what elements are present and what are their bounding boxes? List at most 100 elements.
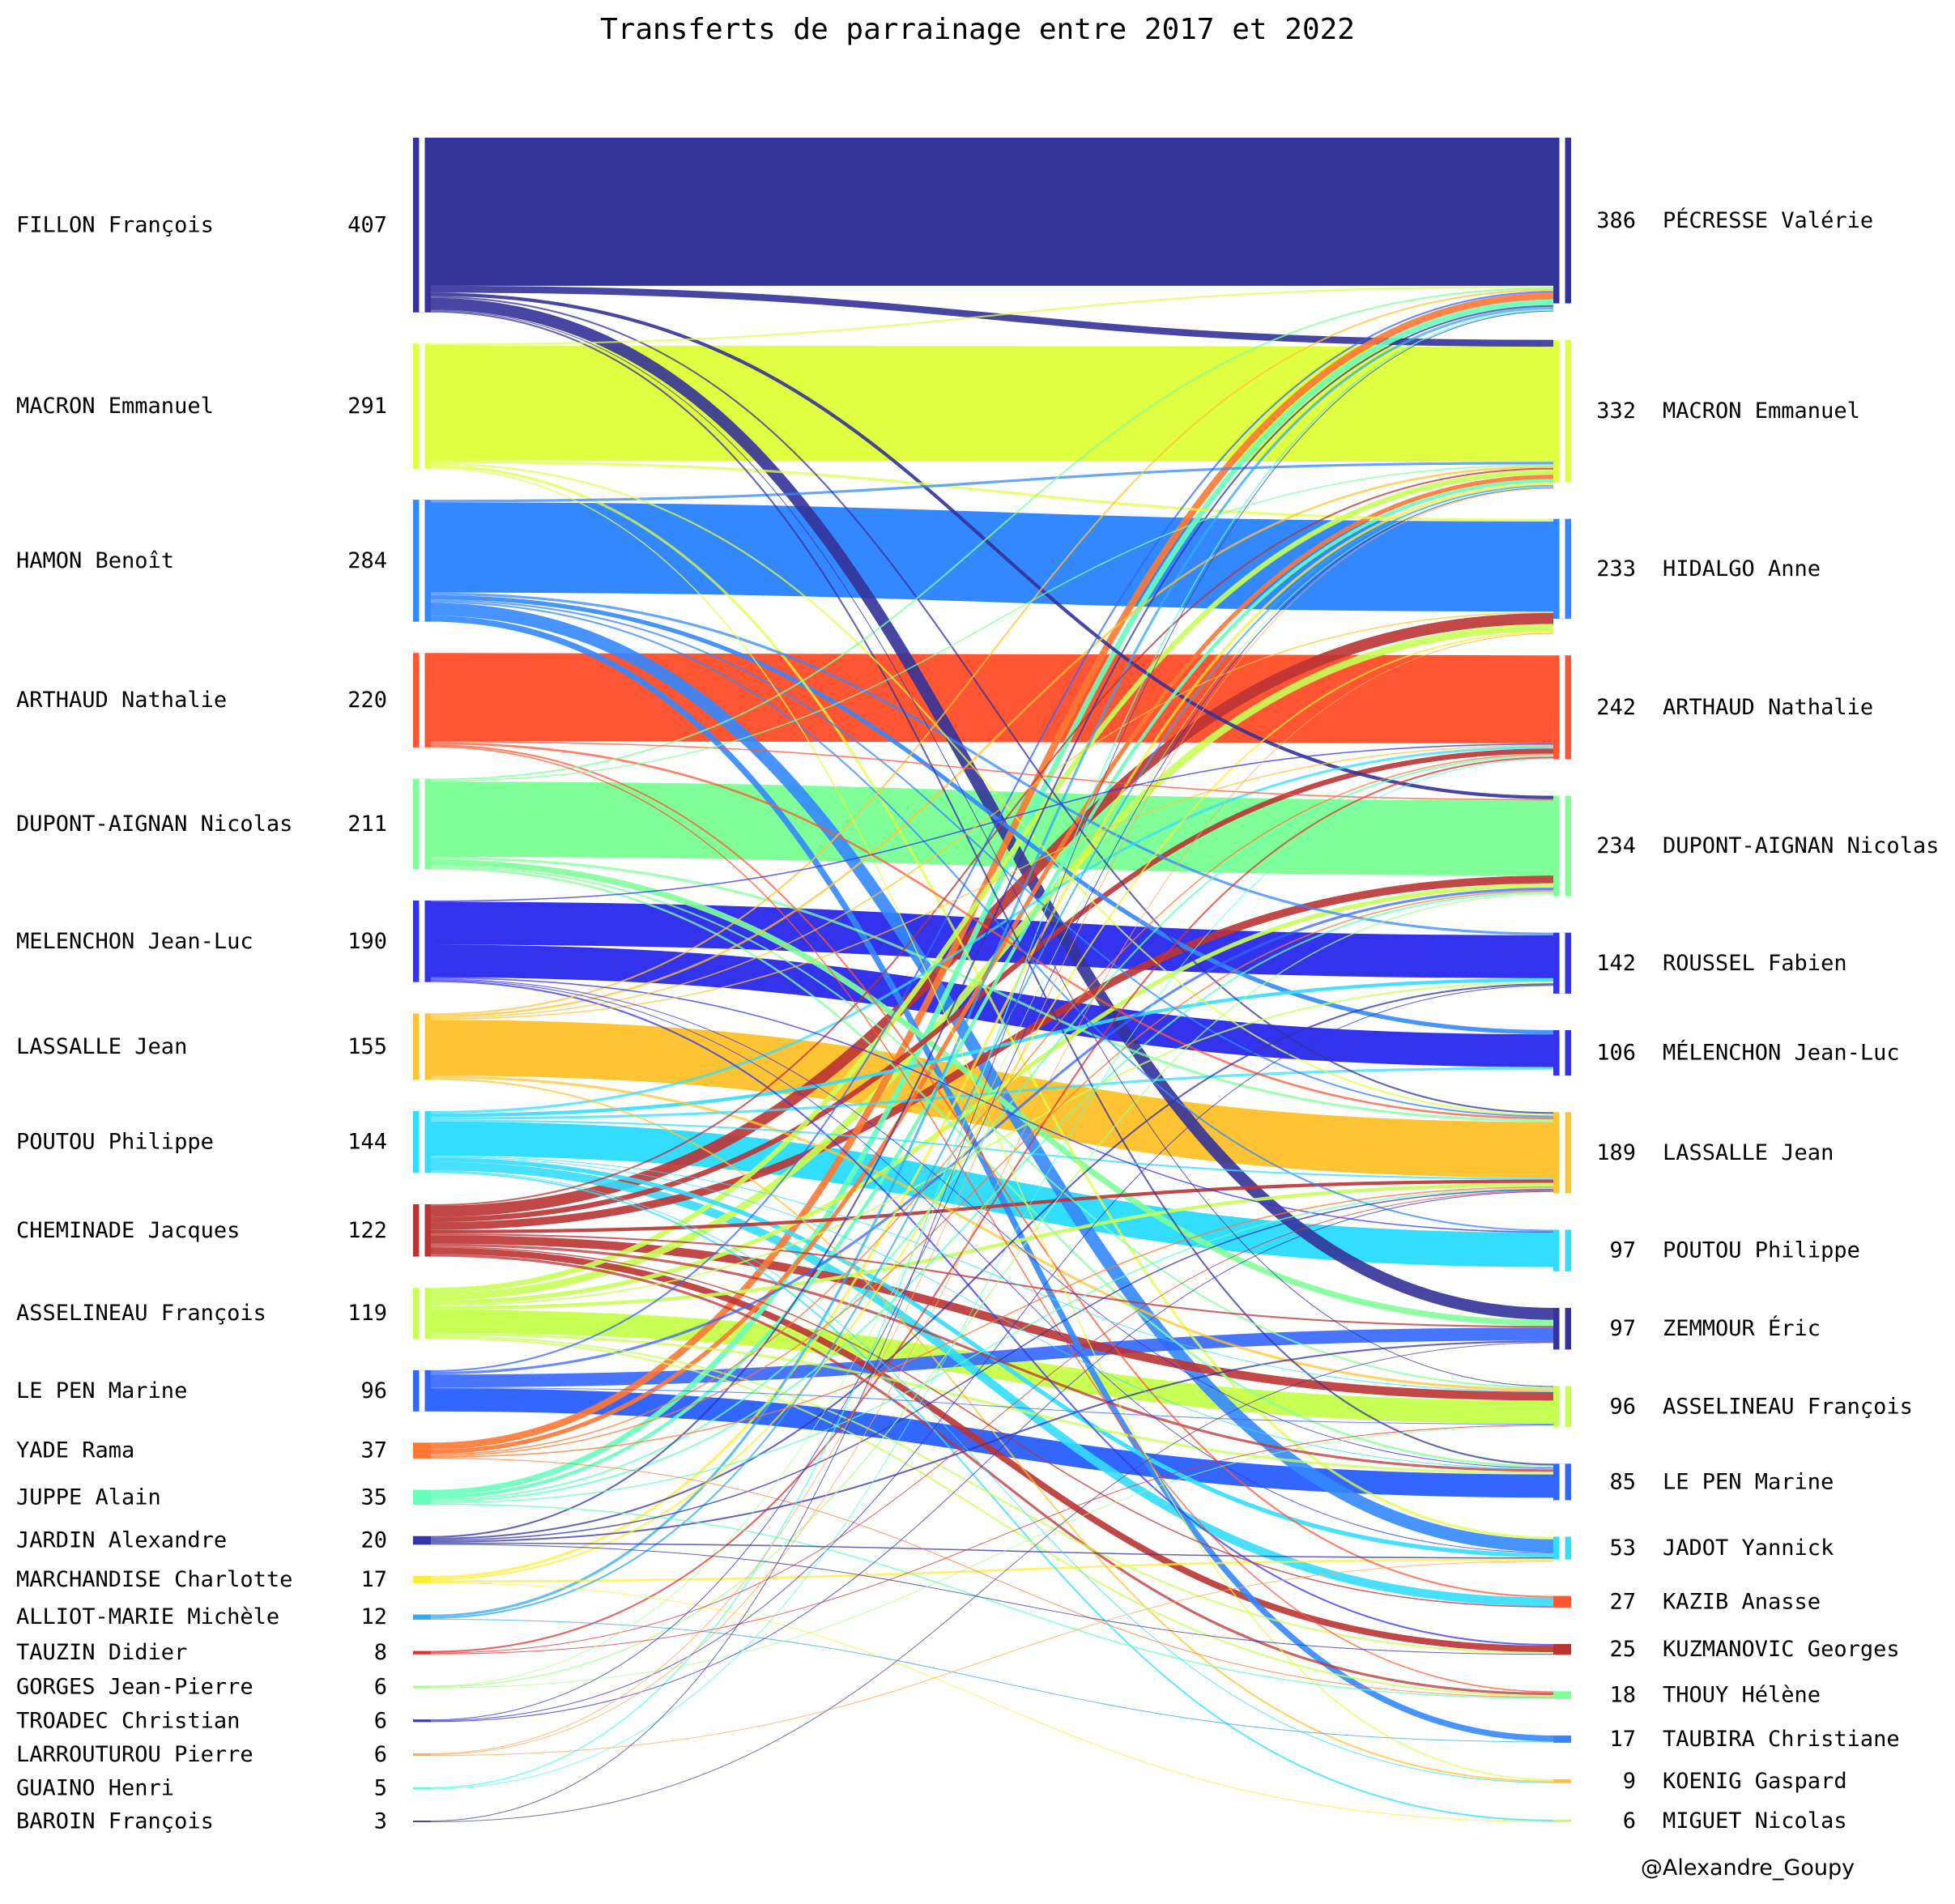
flow-ribbon xyxy=(430,1189,1554,1541)
right-node-name: MIGUET Nicolas xyxy=(1663,1808,1847,1834)
left-node-value: 3 xyxy=(374,1809,387,1834)
flow-ribbon xyxy=(430,1067,1554,1120)
flow-ribbon xyxy=(430,291,1554,1372)
right-node-name: ARTHAUD Nathalie xyxy=(1663,695,1873,720)
flow-ribbon xyxy=(430,296,1554,1114)
left-node-bar xyxy=(413,1787,431,1790)
left-node-bar xyxy=(413,1536,431,1545)
flow-ribbon xyxy=(430,856,1554,1122)
flow-ribbon xyxy=(430,944,1554,1067)
flow-ribbon xyxy=(430,1119,1554,1180)
flow-ribbon xyxy=(430,1387,1554,1425)
left-node-value: 6 xyxy=(374,1674,387,1699)
right-node-value: 9 xyxy=(1623,1769,1636,1794)
flow-ribbon xyxy=(430,653,1554,743)
flow-ribbon xyxy=(430,1190,1554,1654)
right-node-name: PÉCRESSE Valérie xyxy=(1663,207,1873,233)
left-node-value: 220 xyxy=(347,688,387,713)
left-node-name: FILLON François xyxy=(16,212,214,237)
flow-ribbon xyxy=(430,758,1554,1790)
right-node-value: 233 xyxy=(1596,556,1636,581)
flow-ribbon xyxy=(430,1582,1554,1822)
left-node-bar xyxy=(413,1651,431,1655)
left-node-name: LASSALLE Jean xyxy=(16,1034,187,1059)
flow-ribbon xyxy=(430,305,1554,1538)
right-node-name: KAZIB Anasse xyxy=(1663,1589,1821,1614)
right-node-value: 189 xyxy=(1596,1140,1636,1165)
right-node-value: 27 xyxy=(1609,1589,1636,1614)
right-node-name: POUTOU Philippe xyxy=(1663,1238,1860,1263)
left-node-name: HAMON Benoît xyxy=(16,548,174,573)
flow-ribbon xyxy=(430,983,1554,1540)
right-node-name: MACRON Emmanuel xyxy=(1663,398,1860,424)
flow-ribbon xyxy=(430,292,1554,1450)
right-node-value: 242 xyxy=(1596,695,1636,720)
flow-ribbon xyxy=(430,1544,1554,1655)
flow-ribbon xyxy=(430,612,1554,1217)
right-node-value: 18 xyxy=(1609,1683,1636,1708)
flow-ribbon xyxy=(430,978,1554,1469)
flow-ribbon xyxy=(430,1561,1554,1757)
left-node-value: 407 xyxy=(347,212,387,237)
right-node-value: 106 xyxy=(1596,1041,1636,1066)
left-node-value: 291 xyxy=(347,394,387,419)
flow-ribbon xyxy=(430,1191,1554,1723)
left-node-value: 122 xyxy=(347,1218,387,1243)
flow-ribbon xyxy=(430,891,1554,1502)
flow-ribbon xyxy=(430,1558,1554,1582)
flow-ribbon xyxy=(430,469,1554,1293)
flow-ribbon xyxy=(430,1310,1554,1425)
flow-ribbon xyxy=(430,297,1554,1320)
left-node-bar xyxy=(413,1821,431,1822)
right-node-bar xyxy=(1553,1691,1571,1699)
left-node-name: TROADEC Christian xyxy=(16,1708,240,1733)
left-node-name: ASSELINEAU François xyxy=(16,1301,266,1326)
right-node-value: 25 xyxy=(1609,1637,1636,1662)
flow-ribbon xyxy=(430,1171,1554,1821)
right-node-value: 85 xyxy=(1609,1469,1636,1494)
left-node-name: ALLIOT-MARIE Michèle xyxy=(16,1604,279,1629)
left-node-name: DUPONT-AIGNAN Nicolas xyxy=(16,811,292,837)
left-node-name: ARTHAUD Nathalie xyxy=(16,688,227,713)
left-node-value: 144 xyxy=(347,1130,387,1155)
flow-ribbon xyxy=(430,309,1554,1387)
flow-ribbon xyxy=(430,901,1554,978)
left-node-value: 5 xyxy=(374,1776,387,1801)
flow-ribbon xyxy=(430,289,1554,1016)
left-node-bar xyxy=(413,1489,431,1506)
left-node-value: 6 xyxy=(374,1742,387,1767)
flows-layer xyxy=(430,137,1554,1823)
flow-ribbon xyxy=(430,1156,1554,1470)
credit-label: @Alexandre_Goupy xyxy=(1641,1855,1855,1881)
right-node-bar xyxy=(1553,1735,1571,1743)
left-node-bar xyxy=(413,1719,431,1723)
flow-ribbon xyxy=(430,744,1554,1020)
flow-ribbon xyxy=(430,1235,1554,1401)
flow-ribbon xyxy=(430,460,1554,522)
left-node-value: 96 xyxy=(360,1378,387,1404)
flow-ribbon xyxy=(430,887,1554,1375)
flow-ribbon xyxy=(430,1542,1554,1559)
flow-ribbon xyxy=(430,1246,1554,1608)
flow-ribbon xyxy=(430,782,1554,876)
left-node-name: MARCHANDISE Charlotte xyxy=(16,1567,292,1592)
left-node-value: 8 xyxy=(374,1640,387,1665)
right-node-name: MÉLENCHON Jean-Luc xyxy=(1663,1040,1900,1066)
left-node-name: YADE Rama xyxy=(16,1438,134,1463)
left-node-name: GUAINO Henri xyxy=(16,1776,174,1801)
flow-ribbon xyxy=(430,287,1554,781)
flow-ribbon xyxy=(430,1618,1554,1743)
left-node-name: GORGES Jean-Pierre xyxy=(16,1674,253,1699)
right-node-name: HIDALGO Anne xyxy=(1663,556,1821,581)
right-node-name: KOENIG Gaspard xyxy=(1663,1769,1847,1794)
flow-ribbon xyxy=(430,1243,1554,1472)
flow-ribbon xyxy=(430,599,1554,1118)
flow-ribbon xyxy=(430,756,1554,1653)
flow-ribbon xyxy=(430,1342,1554,1823)
left-node-name: JARDIN Alexandre xyxy=(16,1528,227,1553)
left-node-name: TAUZIN Didier xyxy=(16,1640,187,1665)
flow-ribbon xyxy=(430,466,1554,1781)
flow-ribbon xyxy=(430,743,1554,902)
flow-ribbon xyxy=(430,1179,1554,1233)
flow-ribbon xyxy=(430,292,1554,799)
